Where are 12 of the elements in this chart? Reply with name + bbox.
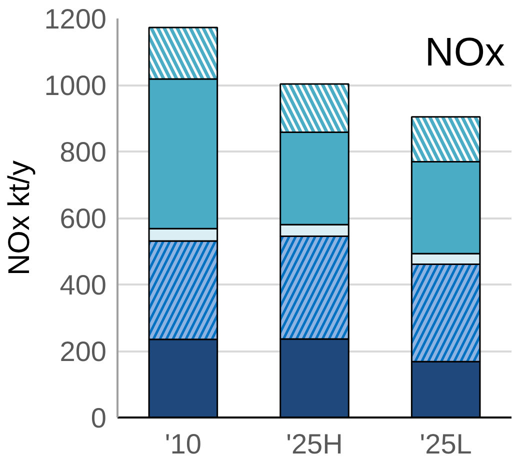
y-tick-label: 1000	[44, 70, 107, 101]
x-tick-label: '10	[164, 428, 202, 460]
x-tick-label: '25L	[420, 428, 472, 460]
annotation: NOx	[424, 30, 505, 74]
y-tick-label: 400	[60, 270, 106, 300]
y-tick-label: 1200	[44, 4, 107, 34]
y-tick-label: 0	[90, 402, 107, 434]
x-tick-label: '25H	[286, 428, 343, 460]
y-tick-label: 600	[60, 203, 106, 234]
y-tick-label: 200	[60, 336, 106, 367]
y-tick-label: 800	[60, 136, 106, 168]
y-axis-title: NOx kt/y	[3, 160, 36, 276]
